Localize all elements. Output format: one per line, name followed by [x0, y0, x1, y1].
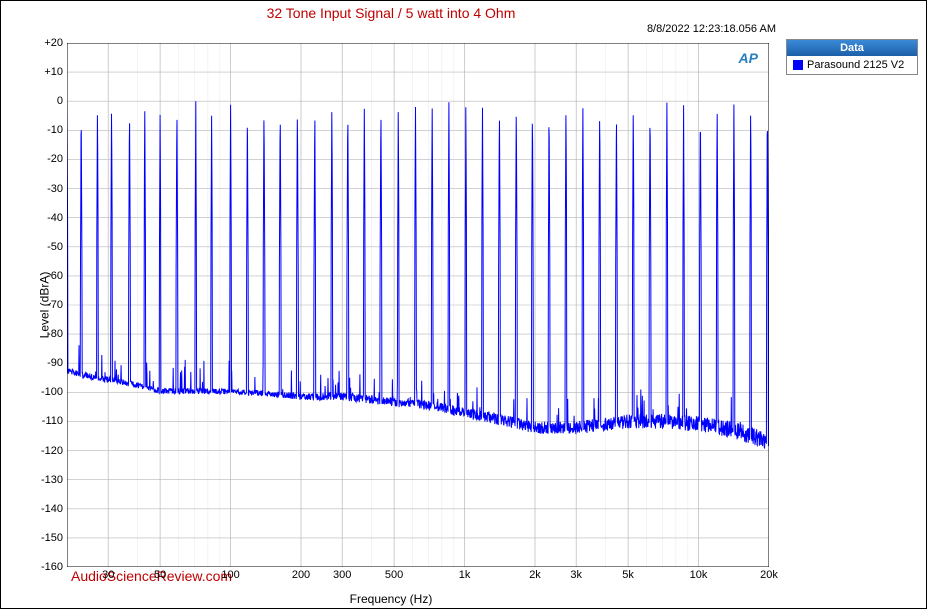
chart-svg — [67, 43, 769, 567]
y-tick-label: -50 — [47, 241, 63, 253]
legend: Data Parasound 2125 V2 — [786, 39, 918, 75]
x-tick-label: 30 — [102, 569, 114, 581]
legend-item-label: Parasound 2125 V2 — [807, 59, 904, 71]
y-tick-label: -100 — [41, 386, 63, 398]
plot-area: AP +20+100-10-20-30-40-50-60-70-80-90-10… — [67, 43, 769, 567]
x-tick-label: 2k — [529, 569, 541, 581]
legend-item: Parasound 2125 V2 — [787, 56, 917, 74]
y-tick-label: +20 — [44, 37, 63, 49]
y-tick-label: 0 — [57, 95, 63, 107]
legend-header: Data — [787, 40, 917, 56]
x-tick-label: 100 — [221, 569, 239, 581]
y-tick-label: -160 — [41, 561, 63, 573]
x-axis-label: Frequency (Hz) — [1, 592, 781, 606]
y-tick-label: -20 — [47, 153, 63, 165]
y-tick-label: -40 — [47, 212, 63, 224]
y-tick-label: -130 — [41, 474, 63, 486]
x-tick-label: 1k — [459, 569, 471, 581]
x-tick-label: 10k — [690, 569, 708, 581]
ap-logo-icon: AP — [736, 49, 761, 67]
y-tick-label: -140 — [41, 503, 63, 515]
y-tick-label: -120 — [41, 445, 63, 457]
y-tick-label: -30 — [47, 183, 63, 195]
x-tick-label: 50 — [154, 569, 166, 581]
x-tick-label: 500 — [385, 569, 403, 581]
y-tick-label: +10 — [44, 66, 63, 78]
chart-title: 32 Tone Input Signal / 5 watt into 4 Ohm — [1, 5, 781, 21]
x-tick-label: 300 — [333, 569, 351, 581]
y-tick-label: -150 — [41, 532, 63, 544]
x-tick-label: 3k — [570, 569, 582, 581]
y-tick-label: -90 — [47, 357, 63, 369]
timestamp: 8/8/2022 12:23:18.056 AM — [647, 23, 776, 35]
y-tick-label: -60 — [47, 270, 63, 282]
x-tick-label: 20k — [760, 569, 778, 581]
y-tick-label: -110 — [42, 415, 63, 427]
y-tick-label: -10 — [47, 124, 63, 136]
legend-swatch — [793, 60, 803, 70]
watermark: AudioScienceReview.com — [71, 568, 232, 584]
x-tick-label: 5k — [622, 569, 634, 581]
y-tick-label: -70 — [47, 299, 63, 311]
y-tick-label: -80 — [47, 328, 63, 340]
x-tick-label: 200 — [292, 569, 310, 581]
figure-container: 32 Tone Input Signal / 5 watt into 4 Ohm… — [0, 0, 927, 609]
